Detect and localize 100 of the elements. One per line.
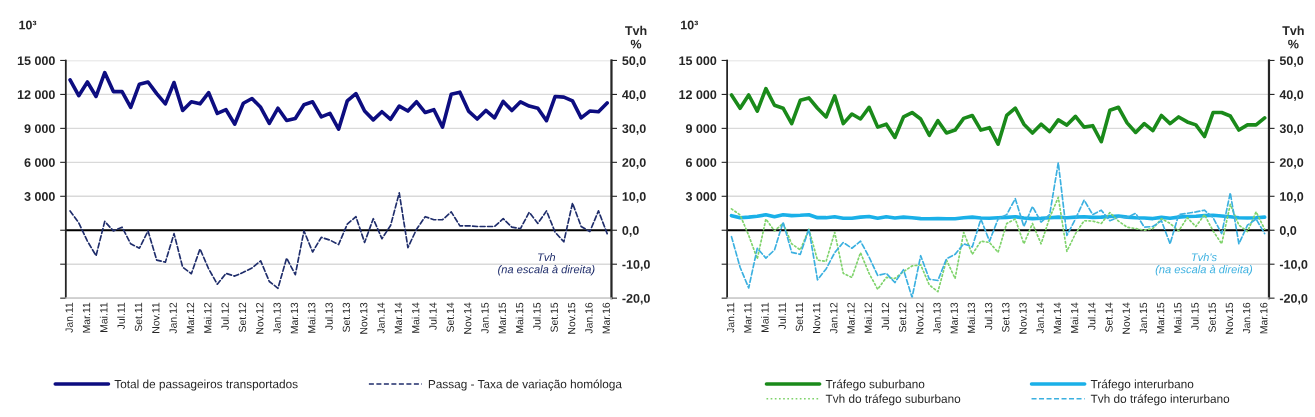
x-tick-label: Mar.15 — [498, 302, 506, 334]
x-tick-label: Mai.14 — [411, 302, 420, 333]
x-tick-label: Nov.14 — [1122, 302, 1130, 334]
x-tick-label: Nov.11 — [813, 302, 821, 333]
x-tick-label: Set.15 — [1208, 302, 1216, 332]
x-tick-label: Set.14 — [1105, 302, 1113, 332]
annotation: Tvh's (na escala à direita) — [1155, 252, 1253, 276]
y-tick-label: 12 000 — [679, 90, 717, 100]
x-tick-label: Mai.12 — [203, 302, 212, 333]
x-tick-label: Mar.14 — [394, 302, 403, 334]
y2-tick-label: 10,0 — [1280, 192, 1304, 203]
y2-tick-label: 0,0 — [622, 226, 639, 237]
x-tick-label: Mar.13 — [950, 302, 958, 334]
x-tick-label: Jul.11 — [778, 302, 786, 330]
x-tick-label: Jul.11 — [117, 302, 125, 330]
y2-axis-title: Tvh % — [625, 25, 647, 49]
y2-tick-label: 10,0 — [622, 192, 646, 203]
x-tick-label: Mai.13 — [307, 302, 316, 333]
x-tick-label: Jan.15 — [481, 302, 489, 334]
x-tick-label: Jul.13 — [325, 302, 333, 330]
y2-tick-label: 40,0 — [1279, 90, 1304, 101]
x-tick-label: Nov.14 — [464, 302, 472, 334]
legend-label: Tráfego interurbano — [1090, 379, 1194, 391]
y2-tick-label: 40,0 — [622, 90, 646, 101]
x-tick-label: Mai.11 — [761, 302, 769, 332]
legend-label: Tráfego suburbano — [825, 379, 925, 391]
legend-label: Passag - Taxa de variação homóloga — [428, 379, 622, 391]
x-tick-label: Jul.13 — [984, 302, 993, 330]
y2-tick-label: 30,0 — [622, 124, 646, 135]
x-tick-label: Mai.15 — [515, 302, 524, 333]
y-tick-label: 3 000 — [24, 192, 55, 201]
x-tick-label: Nov.13 — [1019, 302, 1027, 334]
x-tick-label: Jan.11 — [65, 302, 73, 333]
y2-tick-label: -10,0 — [622, 260, 650, 271]
x-tick-label: Set.13 — [342, 302, 351, 332]
legend-label: Tvh do tráfego interurbano — [1090, 394, 1230, 406]
x-tick-label: Mar.11 — [82, 302, 91, 333]
x-tick-label: Nov.12 — [256, 302, 264, 334]
x-tick-label: Set.13 — [1002, 302, 1010, 332]
x-tick-label: Mai.12 — [864, 302, 872, 333]
x-tick-label: Jul.14 — [429, 302, 437, 330]
x-tick-label: Jul.15 — [532, 302, 541, 330]
x-tick-label: Mai.13 — [967, 302, 976, 333]
y-tick-label: 6 000 — [24, 158, 55, 167]
y2-tick-label: 30,0 — [1279, 124, 1304, 135]
x-tick-label: Jan.16 — [1242, 302, 1251, 334]
y2-tick-label: 50,0 — [1279, 56, 1304, 67]
x-tick-label: Set.14 — [446, 302, 455, 332]
annotation: Tvh (na escala à direita) — [498, 252, 595, 276]
x-tick-label: Set.12 — [898, 302, 907, 332]
x-tick-label: Set.12 — [238, 302, 247, 332]
line-series — [68, 70, 609, 131]
y2-tick-label: -20,0 — [1279, 293, 1308, 305]
x-tick-label: Jan.13 — [933, 302, 941, 334]
x-tick-label: Jul.14 — [1087, 302, 1096, 330]
x-tick-label: Jul.12 — [881, 302, 890, 330]
y-tick-label: 15 000 — [679, 56, 717, 66]
x-tick-label: Jul.15 — [1191, 302, 1199, 330]
x-tick-label: Jul.12 — [221, 302, 229, 330]
y2-axis-title: Tvh % — [1282, 25, 1304, 49]
x-tick-label: Jan.15 — [1139, 302, 1148, 334]
x-tick-label: Jan.14 — [377, 302, 385, 334]
line-series — [69, 192, 608, 290]
y-tick-label: 3 000 — [685, 192, 717, 201]
x-tick-label: Jan.16 — [585, 302, 593, 334]
x-tick-label: Jan.13 — [273, 302, 281, 334]
x-tick-label: Set.15 — [550, 302, 558, 332]
x-tick-label: Nov.15 — [568, 302, 576, 334]
x-tick-label: Mar.12 — [847, 302, 855, 334]
x-tick-label: Mai.14 — [1070, 302, 1079, 333]
x-tick-label: Mar.14 — [1053, 302, 1062, 334]
line-series — [730, 196, 1266, 293]
y-tick-label: 15 000 — [17, 56, 55, 66]
y2-tick-label: 20,0 — [622, 158, 646, 169]
line-series — [730, 161, 1266, 299]
x-tick-label: Mai.15 — [1173, 302, 1182, 333]
y-tick-label: 6 000 — [685, 158, 717, 167]
x-tick-label: Jan.12 — [169, 302, 177, 334]
legend-label: Total de passageiros transportados — [114, 379, 298, 391]
x-tick-label: Jan.11 — [727, 302, 735, 333]
x-tick-label: Jan.12 — [830, 302, 838, 334]
x-tick-label: Nov.15 — [1225, 302, 1234, 334]
x-tick-label: Nov.13 — [360, 302, 368, 334]
x-tick-label: Mar.13 — [290, 302, 299, 334]
legend-label: Tvh do tráfego suburbano — [825, 394, 961, 406]
y-axis-title: 10³ — [681, 20, 699, 30]
y2-tick-label: 0,0 — [1279, 226, 1297, 237]
x-tick-label: Set.11 — [795, 302, 804, 332]
y2-tick-label: 50,0 — [622, 56, 646, 67]
y-tick-label: 9 000 — [24, 124, 55, 134]
x-tick-label: Mar.16 — [1260, 302, 1268, 334]
x-tick-label: Mar.16 — [602, 302, 610, 334]
x-tick-label: Jan.14 — [1036, 302, 1044, 334]
y-axis-title: 10³ — [19, 20, 37, 30]
x-tick-label: Set.11 — [134, 302, 143, 332]
x-tick-label: Mai.11 — [99, 302, 108, 332]
y2-tick-label: -10,0 — [1279, 260, 1308, 271]
x-tick-label: Nov.11 — [152, 302, 160, 333]
x-tick-label: Mar.11 — [744, 302, 752, 333]
y-tick-label: 9 000 — [685, 124, 717, 134]
